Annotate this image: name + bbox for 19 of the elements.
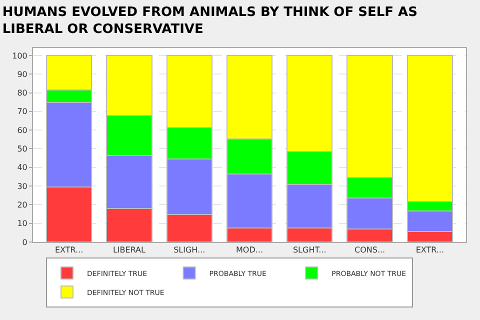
y-tick-label: 80: [17, 88, 28, 98]
x-tick-label: LIBERAL: [112, 246, 146, 255]
y-tick-label: 40: [17, 163, 28, 172]
y-tick-label: 30: [17, 182, 28, 191]
y-tick-label: 60: [17, 126, 28, 135]
chart-title: HUMANS EVOLVED FROM ANIMALS BY THINK OF SELF AS LIBERAL OR CONSERVATIVE: [2, 5, 418, 37]
x-tick-label: SLGHT...: [292, 246, 326, 255]
x-tick-label: CONS...: [354, 246, 386, 255]
y-tick-label: 0: [22, 238, 28, 247]
y-tick-label: 10: [17, 219, 28, 228]
y-tick-label: 20: [17, 200, 28, 210]
x-tick-label: SLIGH...: [174, 246, 206, 255]
x-tick-label: MOD...: [236, 246, 263, 255]
x-tick-label: EXTR...: [416, 246, 444, 255]
y-tick-label: 50: [17, 144, 28, 154]
y-tick-label: 90: [17, 70, 28, 79]
y-tick-label: 70: [17, 107, 28, 116]
x-tick-label: EXTR...: [54, 246, 84, 255]
y-tick-label: 100: [12, 51, 28, 60]
